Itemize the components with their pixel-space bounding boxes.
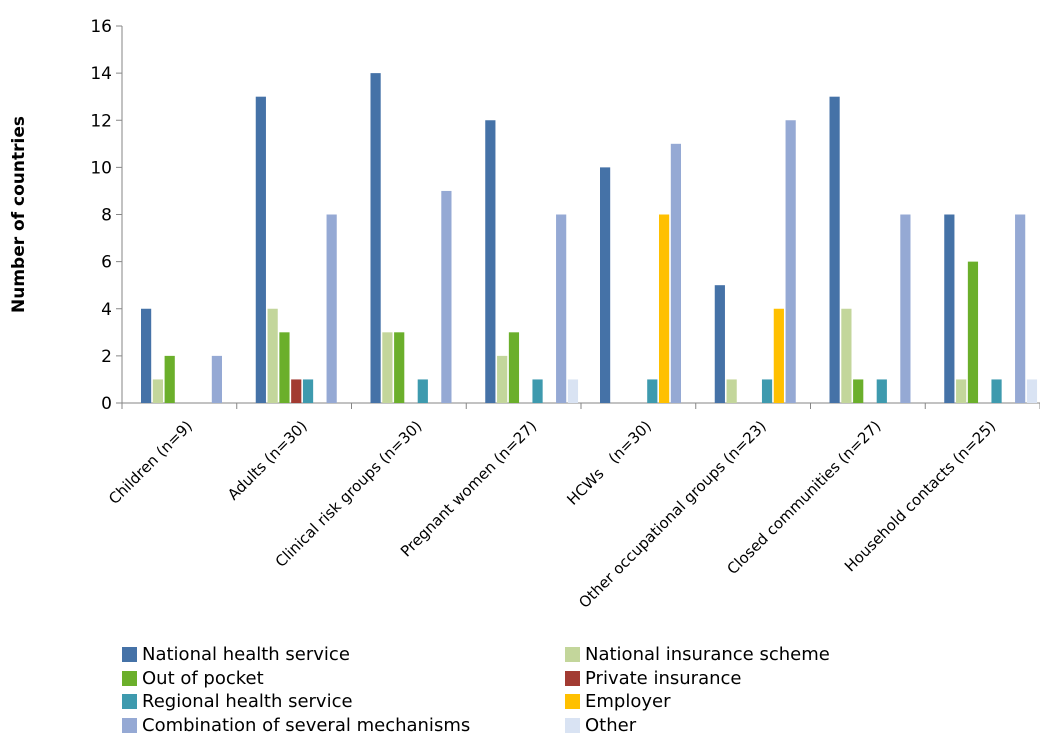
bar (291, 379, 302, 403)
legend-label: Private insurance (585, 667, 742, 689)
x-tick-label: Pregnant women (n=27) (397, 417, 540, 560)
legend-item-employer: Employer (565, 690, 1002, 714)
legend-item-other: Other (565, 714, 1002, 738)
legend-item-national-insurance-scheme: National insurance scheme (565, 643, 1002, 667)
legend-swatch (565, 717, 580, 733)
x-tick-label: Adults (n=30) (224, 417, 311, 504)
legend-label: National health service (142, 644, 350, 666)
legend-label: Employer (585, 691, 671, 713)
bar (876, 379, 887, 403)
legend: National health service National insuran… (122, 643, 1002, 737)
bar (773, 308, 784, 403)
bar (956, 379, 967, 403)
bar (485, 120, 496, 403)
bar (255, 96, 266, 403)
y-tick-label: 6 (101, 253, 112, 273)
bar (967, 261, 979, 403)
bar (1026, 379, 1038, 403)
bar (900, 214, 911, 403)
legend-swatch (565, 694, 580, 710)
bar (726, 379, 737, 403)
bar (714, 285, 725, 403)
legend-swatch (565, 647, 580, 663)
bar (647, 379, 658, 403)
legend-swatch (122, 670, 137, 686)
bar (829, 96, 840, 403)
bar (532, 379, 543, 403)
y-tick-label: 12 (90, 111, 112, 131)
y-tick-label: 10 (90, 158, 112, 178)
bar (382, 332, 393, 403)
legend-label: National insurance scheme (585, 644, 830, 666)
x-tick-label: HCWs (n=30) (563, 417, 655, 509)
bar (600, 167, 611, 403)
bar (302, 379, 314, 403)
bar (508, 332, 520, 403)
bar (326, 214, 337, 403)
legend-label: Out of pocket (142, 667, 264, 689)
legend-label: Regional health service (142, 691, 353, 713)
legend-swatch (122, 717, 137, 733)
bar (394, 332, 405, 403)
bar (659, 214, 670, 403)
bar (761, 379, 773, 403)
x-tick-label: Other occupational groups (n=23) (575, 417, 770, 612)
bar (267, 308, 278, 403)
bar (1015, 214, 1026, 403)
bar (152, 379, 163, 403)
legend-swatch (122, 647, 137, 663)
legend-item-private-insurance: Private insurance (565, 667, 1002, 691)
bar (991, 379, 1002, 403)
legend-item-combination: Combination of several mechanisms (122, 714, 565, 738)
bar (141, 308, 152, 403)
legend-item-regional-health-service: Regional health service (122, 690, 565, 714)
bar (670, 143, 681, 403)
y-tick-label: 8 (101, 206, 112, 226)
y-tick-label: 0 (101, 394, 112, 414)
bar (556, 214, 567, 403)
bar (370, 73, 381, 403)
y-tick-label: 16 (90, 17, 112, 37)
bar-chart: 0 2 4 6 8 10 12 14 16 Number of countries Children… (9, 17, 1040, 612)
bar (211, 355, 222, 403)
y-tick-label: 4 (101, 300, 112, 320)
y-tick-label: 14 (90, 64, 112, 84)
bar (417, 379, 428, 403)
bar (785, 120, 796, 403)
legend-label: Combination of several mechanisms (142, 714, 471, 736)
bar (841, 308, 852, 403)
y-axis-label: Number of countries (9, 116, 29, 313)
legend-label: Other (585, 714, 637, 736)
bar (497, 355, 508, 403)
legend-item-national-health-service: National health service (122, 643, 565, 667)
y-tick-label: 2 (101, 347, 112, 367)
legend-item-out-of-pocket: Out of pocket (122, 667, 565, 691)
legend-swatch (122, 694, 137, 710)
bar (944, 214, 955, 403)
bar (164, 355, 175, 403)
bar (567, 379, 579, 403)
bar (279, 332, 290, 403)
x-tick-label: Children (n=9) (105, 417, 196, 508)
bar (441, 190, 452, 403)
legend-swatch (565, 670, 580, 686)
bar (853, 379, 864, 403)
